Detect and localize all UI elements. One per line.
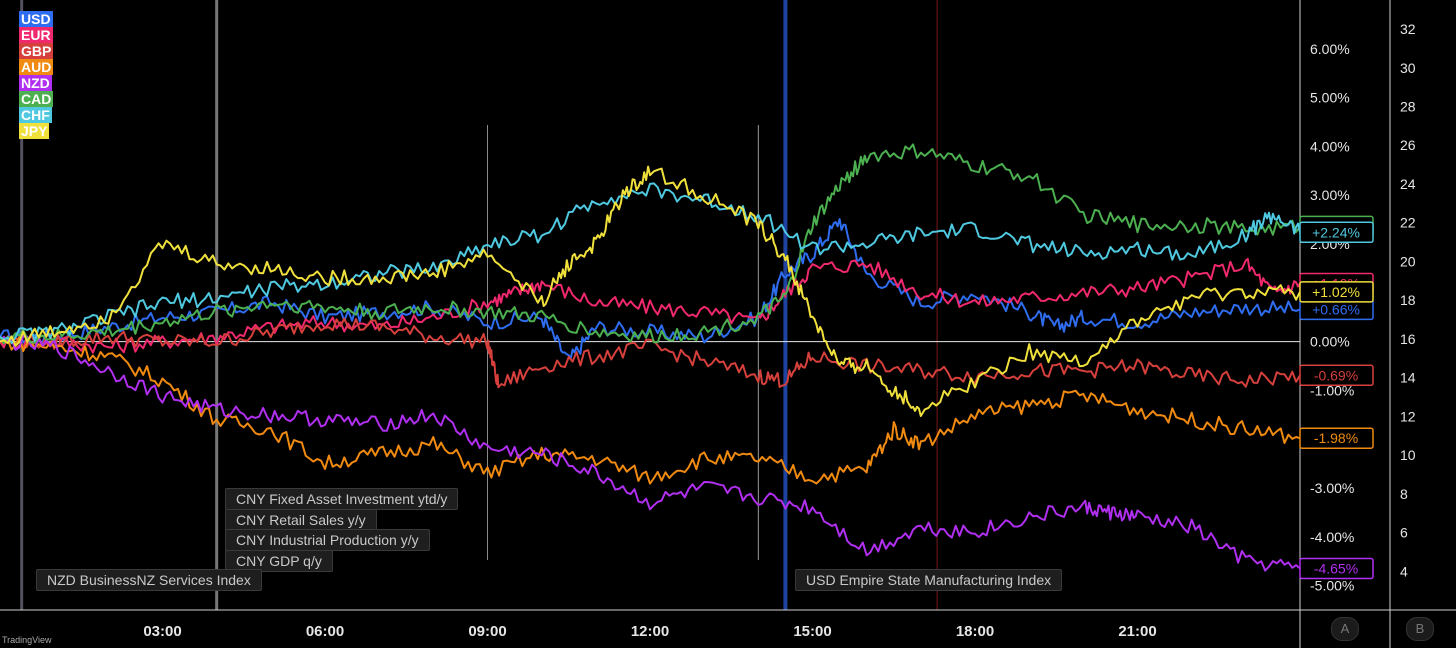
- last-value-badge-aud: [1299, 427, 1374, 449]
- last-value-badge-gbp: [1299, 364, 1374, 387]
- y2-tick-label: 26: [1400, 137, 1416, 153]
- y2-tick-label: 24: [1400, 176, 1416, 192]
- x-tick-label: 09:00: [468, 623, 506, 640]
- x-tick-label: 12:00: [631, 623, 669, 640]
- last-value-label-gbp: -0.69%: [1314, 367, 1358, 383]
- y2-tick-label: 22: [1400, 215, 1416, 231]
- legend-aud[interactable]: AUD: [19, 59, 54, 75]
- series-line-chf: [0, 182, 1301, 344]
- event-cny-retail-sales[interactable]: CNY Retail Sales y/y: [225, 509, 377, 531]
- series-line-gbp: [0, 317, 1301, 389]
- series-line-nzd: [0, 335, 1301, 572]
- axis-a-button[interactable]: A: [1331, 617, 1359, 641]
- event-cny-industrial-production[interactable]: CNY Industrial Production y/y: [225, 529, 430, 551]
- series-line-eur: [0, 257, 1301, 354]
- y2-tick-label: 8: [1400, 486, 1408, 502]
- last-value-label-nzd: -4.65%: [1314, 561, 1358, 577]
- y-tick-label: 4.00%: [1310, 138, 1350, 154]
- y-tick-label: 0.00%: [1310, 334, 1350, 350]
- y2-tick-label: 14: [1400, 370, 1416, 386]
- x-tick-label: 03:00: [143, 623, 181, 640]
- legend-cad[interactable]: CAD: [19, 91, 54, 107]
- legend-eur[interactable]: EUR: [19, 27, 53, 43]
- x-tick-label: 21:00: [1118, 623, 1156, 640]
- legend-gbp[interactable]: GBP: [19, 43, 54, 59]
- legend-chf[interactable]: CHF: [19, 107, 52, 123]
- legend-usd[interactable]: USD: [19, 11, 53, 27]
- series-line-jpy: [0, 165, 1301, 417]
- axis-b-button[interactable]: B: [1406, 617, 1434, 641]
- y2-tick-label: 28: [1400, 99, 1416, 115]
- event-cny-fixed-asset[interactable]: CNY Fixed Asset Investment ytd/y: [225, 488, 459, 510]
- y-tick-label: -1.00%: [1310, 382, 1354, 398]
- y2-tick-label: 20: [1400, 253, 1416, 269]
- x-tick-label: 15:00: [793, 623, 831, 640]
- y-tick-label: 3.00%: [1310, 187, 1350, 203]
- last-value-badge-jpy: [1299, 281, 1374, 303]
- y-tick-label: 6.00%: [1310, 41, 1350, 57]
- last-value-badge-nzd: [1299, 557, 1374, 580]
- y-tick-label: 5.00%: [1310, 90, 1350, 106]
- last-value-badge-chf: [1299, 221, 1374, 244]
- event-cny-gdp[interactable]: CNY GDP q/y: [225, 550, 333, 572]
- series-line-cad: [0, 143, 1301, 345]
- event-usd-empire-state[interactable]: USD Empire State Manufacturing Index: [795, 569, 1063, 591]
- last-value-label-aud: -1.98%: [1314, 430, 1358, 446]
- y2-tick-label: 6: [1400, 525, 1408, 541]
- y2-tick-label: 10: [1400, 447, 1416, 463]
- event-nzd-services[interactable]: NZD BusinessNZ Services Index: [36, 569, 262, 591]
- x-tick-label: 06:00: [306, 623, 344, 640]
- x-tick-label: 18:00: [956, 623, 994, 640]
- y-tick-label: -3.00%: [1310, 480, 1354, 496]
- last-value-label-jpy: +1.02%: [1312, 284, 1360, 300]
- y2-tick-label: 12: [1400, 408, 1416, 424]
- y2-tick-label: 18: [1400, 292, 1416, 308]
- y-tick-label: -4.00%: [1310, 529, 1354, 545]
- last-value-label-chf: +2.24%: [1312, 224, 1360, 240]
- y-tick-label: -5.00%: [1310, 578, 1354, 594]
- legend-nzd[interactable]: NZD: [19, 75, 52, 91]
- last-value-label-usd: +0.66%: [1312, 301, 1360, 317]
- legend: USD EUR GBP AUD NZD CAD CHF JPY: [19, 11, 54, 139]
- y2-tick-label: 4: [1400, 563, 1408, 579]
- series-line-aud: [0, 336, 1301, 485]
- y2-tick-label: 30: [1400, 60, 1416, 76]
- series-line-usd: [0, 218, 1301, 360]
- tradingview-logo: TradingView: [2, 635, 52, 645]
- y2-tick-label: 16: [1400, 331, 1416, 347]
- y2-tick-label: 32: [1400, 21, 1416, 37]
- legend-jpy[interactable]: JPY: [19, 123, 50, 139]
